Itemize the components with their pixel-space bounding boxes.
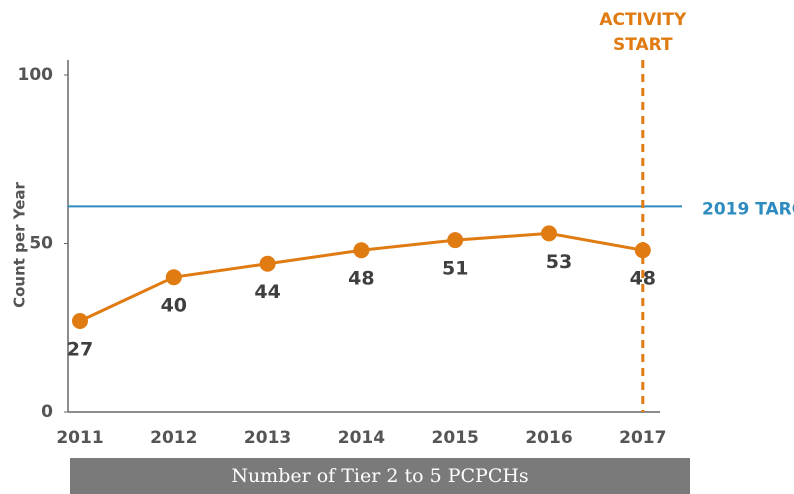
y-axis-title: Count per Year — [11, 182, 29, 308]
point — [72, 313, 88, 330]
y-tick-label: 100 — [18, 65, 54, 85]
data-label: 27 — [67, 339, 93, 361]
data-label: 40 — [161, 295, 187, 317]
y-tick-label: 50 — [29, 234, 53, 254]
x-tick-label: 2011 — [56, 428, 103, 448]
point — [165, 269, 182, 286]
x-tick-label: 2015 — [432, 428, 479, 448]
footer-bar — [70, 458, 690, 494]
y-tick-label: 0 — [41, 402, 53, 422]
point — [634, 242, 651, 259]
x-tick-label: 2013 — [244, 428, 291, 448]
activity-label: START — [613, 35, 673, 55]
point — [353, 242, 370, 259]
data-label: 44 — [254, 281, 280, 303]
x-tick-label: 2014 — [338, 428, 385, 448]
x-tick-label: 2012 — [150, 428, 197, 448]
point — [259, 255, 276, 272]
x-axis-title: Number of Tier 2 to 5 PCPCHs — [231, 465, 528, 487]
data-label: 51 — [442, 258, 468, 280]
x-tick-label: 2016 — [525, 428, 572, 448]
data-label: 53 — [546, 251, 572, 273]
target-label: 2019 TARGET — [702, 199, 794, 219]
x-tick-label: 2017 — [619, 428, 666, 448]
point — [447, 232, 464, 249]
data-label: 48 — [630, 268, 656, 290]
point — [541, 225, 557, 242]
activity-label: ACTIVITY — [599, 10, 687, 30]
data-label: 48 — [348, 268, 374, 290]
